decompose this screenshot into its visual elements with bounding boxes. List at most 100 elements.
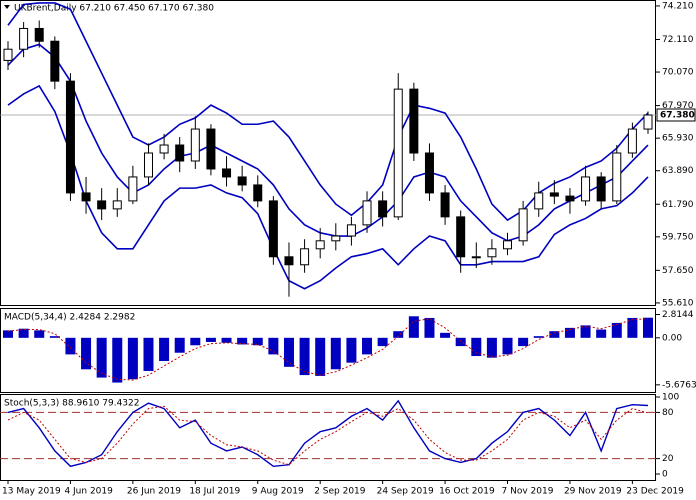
- macd-bar: [377, 337, 388, 347]
- macd-bar: [96, 337, 107, 378]
- candle-body: [19, 27, 29, 50]
- candle-body: [253, 184, 263, 202]
- candle-body: [393, 88, 403, 218]
- candle-body: [518, 208, 528, 242]
- y-tick-label: 67.970: [662, 101, 694, 111]
- macd-bar: [533, 336, 544, 338]
- y-tick-label: 100: [662, 393, 679, 403]
- candle-body: [503, 240, 513, 250]
- candle-body: [81, 192, 91, 202]
- macd-bar: [18, 328, 29, 338]
- x-tick-label: 13 May 2019: [2, 487, 61, 497]
- candle-body: [65, 80, 75, 194]
- macd-bar: [611, 322, 622, 338]
- middle-line: [7, 43, 649, 242]
- candle-body: [440, 192, 450, 218]
- candle-body: [159, 144, 169, 154]
- macd-bar: [205, 337, 216, 342]
- macd-bar: [564, 327, 575, 338]
- candle-body: [128, 176, 138, 202]
- macd-bar: [424, 317, 435, 338]
- macd-bar: [174, 337, 185, 353]
- candle-body: [471, 256, 481, 259]
- x-tick-label: 16 Oct 2019: [439, 487, 495, 497]
- macd-panel: [0, 308, 656, 393]
- macd-bar: [393, 331, 404, 338]
- candle-body: [3, 48, 13, 61]
- upper-line: [7, 2, 649, 222]
- candle-body: [34, 27, 44, 42]
- macd-bar: [502, 337, 513, 355]
- macd-bar: [159, 337, 170, 362]
- y-tick-label: 59.750: [662, 232, 694, 242]
- x-tick-label: 7 Nov 2019: [502, 487, 554, 497]
- last-price-label: 67.380: [660, 111, 695, 121]
- macd-bar: [549, 331, 560, 338]
- signal-line: [7, 405, 649, 466]
- candle-body: [175, 144, 185, 162]
- macd-title: MACD(5,34,4) 2.4284 2.2982: [4, 313, 135, 323]
- candle-body: [143, 152, 153, 178]
- lower-line: [7, 84, 649, 290]
- x-tick-label: 2 Sep 2019: [314, 487, 366, 497]
- last-price-box: [656, 108, 696, 122]
- symbol-icon: [4, 5, 10, 9]
- candle-body: [549, 192, 559, 197]
- macd-bar: [330, 337, 341, 370]
- y-tick-label: 70.070: [662, 68, 694, 78]
- x-tick-label: 26 Jun 2019: [127, 487, 181, 497]
- macd-bar: [440, 332, 451, 338]
- candle-body: [222, 168, 232, 178]
- x-tick-label: 9 Aug 2019: [252, 487, 304, 497]
- macd-bar: [627, 317, 638, 338]
- macd-bar: [34, 330, 45, 338]
- y-tick-label: 55.610: [662, 298, 694, 308]
- candle-body: [627, 128, 637, 154]
- macd-bar: [268, 337, 279, 355]
- x-tick-label: 18 Jul 2019: [189, 487, 240, 497]
- macd-bar: [643, 317, 653, 338]
- candle-body: [190, 128, 200, 162]
- macd-bar: [596, 329, 607, 338]
- y-tick-label: 0.00: [662, 333, 682, 343]
- macd-bar: [112, 337, 123, 383]
- macd-bar: [81, 337, 92, 370]
- candle-body: [612, 152, 622, 202]
- candle-body: [237, 176, 247, 186]
- y-tick-label: 61.790: [662, 200, 694, 210]
- candle-body: [97, 200, 107, 210]
- candle-body: [315, 240, 325, 250]
- y-tick-label: 0: [662, 470, 668, 480]
- x-tick-label: 24 Sep 2019: [377, 487, 434, 497]
- candle-body: [596, 176, 606, 202]
- y-tick-label: -5.6763: [662, 380, 696, 390]
- candle-body: [424, 152, 434, 194]
- candle-body: [378, 200, 388, 218]
- candle-body: [581, 176, 591, 202]
- candle-body: [456, 216, 466, 258]
- candle-body: [362, 200, 372, 226]
- candle-body: [346, 224, 356, 237]
- macd-bar: [3, 330, 13, 338]
- y-tick-label: 2.8144: [662, 310, 694, 320]
- macd-bar: [283, 337, 294, 367]
- macd-bar: [471, 337, 482, 357]
- y-tick-label: 63.890: [662, 166, 694, 176]
- candle-body: [206, 128, 216, 170]
- macd-bar: [362, 337, 373, 355]
- main-line: [7, 399, 649, 468]
- x-tick-label: 29 Nov 2019: [564, 487, 622, 497]
- candle-body: [284, 256, 294, 266]
- macd-bar: [580, 325, 591, 338]
- macd-bar: [143, 337, 154, 371]
- x-tick-label: 23 Dec 2019: [626, 487, 684, 497]
- macd-bar: [65, 337, 76, 355]
- macd-bar: [237, 337, 248, 345]
- macd-bar: [190, 337, 201, 346]
- macd-bar: [408, 316, 419, 338]
- macd-bar: [455, 337, 466, 347]
- candle-body: [50, 40, 60, 82]
- macd-bar: [49, 336, 60, 338]
- price-panel: [0, 0, 656, 306]
